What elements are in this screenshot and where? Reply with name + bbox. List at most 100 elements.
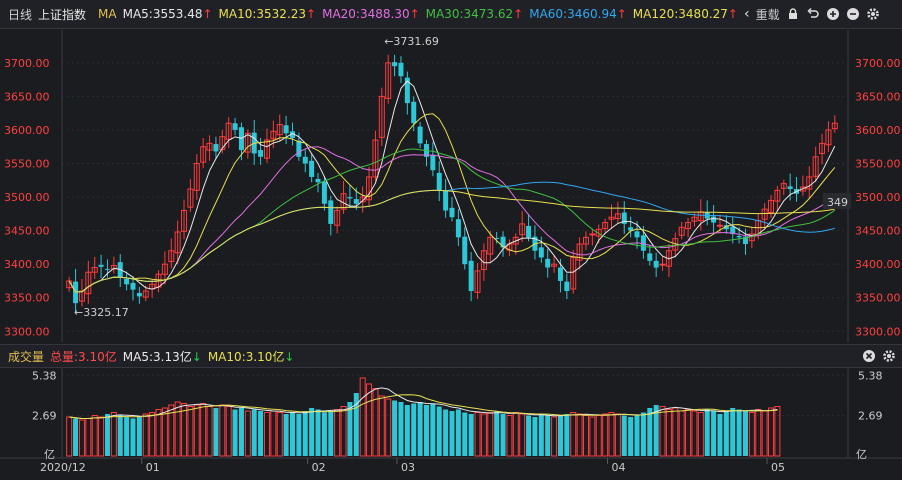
candle-body: [78, 290, 85, 302]
price-tick-label: 3600.00: [4, 124, 50, 137]
candle-body: [474, 270, 481, 293]
volume-bar: [628, 417, 634, 456]
x-tick-label: 03: [401, 461, 415, 474]
ma60-value: MA60:3460.94↑: [529, 7, 627, 21]
price-tick-label: 3350.00: [4, 292, 50, 305]
candle-body: [258, 150, 264, 157]
volume-bar: [263, 412, 270, 457]
volume-title[interactable]: 成交量: [8, 349, 45, 364]
volume-bar: [576, 413, 583, 457]
x-tick-label: 2020/12: [40, 461, 86, 474]
candle-body: [193, 163, 200, 191]
candle-body: [582, 236, 589, 245]
zoom-in-icon[interactable]: [826, 7, 840, 21]
candle-body: [328, 200, 334, 224]
x-tick-label: 04: [612, 461, 626, 474]
candle-body: [436, 172, 442, 191]
candle-body: [142, 290, 149, 298]
volume-bar: [73, 418, 79, 456]
volume-bar: [468, 414, 474, 456]
candle-body: [276, 124, 283, 136]
candle-body: [494, 238, 500, 240]
candle-body: [742, 236, 748, 245]
candle-body: [244, 132, 251, 153]
volume-ma10-line: [69, 394, 778, 419]
volume-bar: [532, 417, 538, 456]
volume-bar: [500, 414, 506, 456]
volume-bar: [665, 409, 672, 457]
volume-bar: [110, 412, 117, 457]
volume-bar: [423, 405, 429, 456]
candle-body: [206, 142, 213, 151]
candle-body: [711, 216, 717, 223]
index-name[interactable]: 上证指数: [38, 7, 87, 22]
candle-body: [270, 130, 277, 140]
zoom-out-icon[interactable]: [846, 7, 860, 21]
volume-bar: [659, 406, 666, 457]
candle-body: [799, 186, 806, 192]
price-tick-label: 3350.00: [855, 292, 901, 305]
volume-bar: [506, 415, 513, 457]
volume-bar: [545, 415, 551, 456]
volume-bar: [136, 417, 142, 456]
volume-bar: [85, 418, 92, 457]
volume-bar: [774, 406, 781, 457]
ma-indicator-label[interactable]: MA: [98, 7, 117, 21]
settings-icon[interactable]: [882, 349, 896, 363]
candle-body: [825, 129, 832, 146]
period-label[interactable]: 日线: [8, 7, 33, 22]
volume-bar: [353, 393, 359, 456]
candle-body: [723, 225, 729, 230]
volume-bar: [78, 419, 85, 457]
x-tick-label: 02: [312, 461, 326, 474]
volume-bar: [595, 415, 602, 457]
candle-body: [608, 216, 615, 220]
chart-grid: [0, 30, 902, 459]
candle-body: [691, 216, 698, 222]
lock-icon[interactable]: [786, 7, 800, 21]
volume-bar: [462, 412, 468, 456]
volume-bar: [251, 409, 257, 456]
volume-bar: [621, 415, 627, 456]
candle-body: [225, 122, 232, 140]
restore-button[interactable]: 重载: [755, 7, 780, 22]
volume-bar: [315, 409, 321, 456]
axis-labels: 3700.00 3700.00 3650.00 3650.00 3600.00 3600.…: [4, 57, 901, 474]
candle-body: [761, 208, 768, 220]
candle-body: [736, 235, 742, 238]
volume-bar: [283, 414, 289, 456]
candle-body: [595, 228, 602, 237]
candle-body: [678, 226, 685, 236]
ma120-line: [68, 189, 835, 293]
candle-body: [665, 250, 672, 267]
close-icon[interactable]: [862, 349, 876, 363]
candle-body: [500, 236, 506, 248]
price-tick-label: 3450.00: [4, 225, 50, 238]
volume-bar: [206, 406, 213, 457]
candle-body: [545, 258, 551, 268]
candle-body: [634, 231, 640, 238]
candle-body: [551, 263, 558, 267]
settings-icon[interactable]: [866, 7, 880, 21]
volume-bar: [276, 412, 283, 457]
volume-bar: [181, 403, 188, 457]
volume-bar: [200, 403, 207, 457]
candle-body: [174, 231, 181, 254]
candle-body: [659, 263, 666, 266]
candle-body: [124, 278, 130, 285]
volume-bar: [436, 406, 442, 456]
undo-icon[interactable]: [806, 7, 820, 21]
volume-bar: [742, 411, 748, 456]
volume-bar: [417, 402, 423, 456]
x-tick-label: 01: [146, 461, 160, 474]
price-tick-label: 3300.00: [4, 325, 50, 338]
chevron-left-icon[interactable]: ‹: [743, 6, 750, 22]
volume-bar: [748, 412, 755, 457]
volume-bar: [589, 416, 596, 457]
ma10-value: MA10:3532.23↑: [218, 7, 317, 21]
candle-body: [404, 77, 410, 104]
candle-body: [716, 224, 723, 227]
ma30-value: MA30:3473.62↑: [425, 7, 524, 21]
volume-bar: [570, 412, 577, 457]
